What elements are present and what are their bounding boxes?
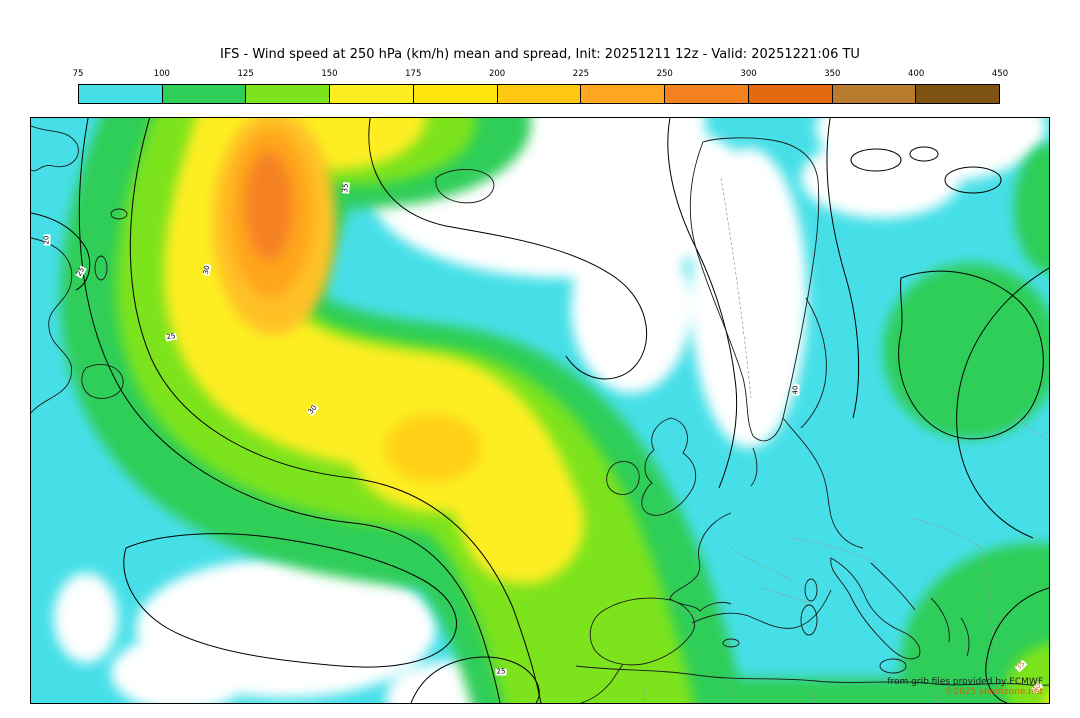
colorbar-segment (581, 85, 666, 103)
colorbar-segment (497, 85, 582, 103)
colorbar-tick-label: 250 (656, 69, 673, 79)
credits-site: ©2025 sbeirizone.net (944, 687, 1043, 697)
colorbar-tick-label: 225 (572, 69, 590, 79)
coast-scandinavia (689, 137, 820, 442)
coast-morocco (580, 663, 624, 703)
colorbar-segment (246, 85, 331, 103)
coast-greenland (31, 125, 79, 172)
coast-newfoundland (81, 364, 124, 399)
coast-sardinia (800, 604, 818, 636)
colorbar-tick-label: 75 (72, 69, 84, 79)
coast-iberia (589, 597, 695, 666)
coast-denmark (750, 447, 758, 487)
contour-label: 25 (74, 265, 87, 279)
colorbar-segment (916, 85, 1000, 103)
contour-label: 20 (42, 234, 51, 246)
contour-label: 30 (201, 264, 212, 276)
map-title: IFS - Wind speed at 250 hPa (km/h) mean … (220, 47, 860, 62)
colorbar (78, 84, 1000, 104)
colorbar-segment (665, 85, 749, 103)
contour-label: 25 (165, 331, 177, 342)
colorbar-tick-label: 350 (824, 69, 841, 79)
green-blob-right (883, 263, 1049, 439)
coast-north-africa (575, 665, 1049, 686)
credits-source: from grib files provided by ECMWF (887, 677, 1043, 687)
coast-france (669, 512, 732, 612)
colorbar-tick-label: 200 (488, 69, 506, 79)
colorbar-tick-label: 300 (740, 69, 757, 79)
contour-labels-layer: 20 25 30 25 35 30 25 40 35 40 (31, 118, 1049, 703)
contour-label: 40 (791, 384, 800, 396)
colorbar-segment (748, 85, 833, 103)
wind-speed-map-svg (31, 118, 1049, 703)
coast-italy (830, 557, 921, 660)
contour-label: 30 (306, 403, 320, 417)
coast-labrador (31, 237, 73, 414)
coast-britain (641, 417, 697, 516)
coast-iceland (435, 169, 495, 204)
colorbar-tick-label: 125 (237, 69, 254, 79)
coast-sicily (879, 658, 907, 674)
coast-greece (930, 597, 950, 643)
green-blob-bottom-right (901, 543, 1049, 703)
fill-warm-cores (212, 118, 481, 482)
contour-label: 35 (341, 182, 350, 194)
fill-under-75-white-regions (54, 118, 1046, 703)
coast-baltic (782, 417, 864, 549)
colorbar-tick-label: 400 (908, 69, 925, 79)
contour-label: 35 (1014, 659, 1028, 673)
colorbar-tick-row: 75 100 125 150 175 200 225 250 300 350 400 450 (73, 69, 1009, 80)
coast-corsica (804, 578, 818, 602)
coastlines (31, 125, 1049, 703)
colorbar-tick-label: 150 (321, 69, 338, 79)
colorbar-segment (413, 85, 498, 103)
deep-orange-core (245, 151, 293, 261)
colorbar-segment (79, 85, 163, 103)
coast-balearics (722, 638, 740, 648)
map-frame: 20 25 30 25 35 30 25 40 35 40 from grib files pro… (30, 117, 1050, 704)
colorbar-tick-label: 450 (991, 69, 1009, 79)
coast-ireland (606, 461, 640, 495)
contour-label: 25 (495, 667, 507, 676)
coast-mediterranean-north (691, 589, 832, 629)
colorbar-segment (832, 85, 917, 103)
colorbar-segment (162, 85, 247, 103)
colorbar-tick-label: 175 (405, 69, 422, 79)
credits: from grib files provided by ECMWF ©2025 … (887, 677, 1043, 697)
gold-core (385, 414, 481, 482)
country-borders (642, 177, 1049, 703)
colorbar-tick-label: 100 (153, 69, 170, 79)
mean-wind-contours (31, 118, 1049, 703)
colorbar-segment (330, 85, 414, 103)
